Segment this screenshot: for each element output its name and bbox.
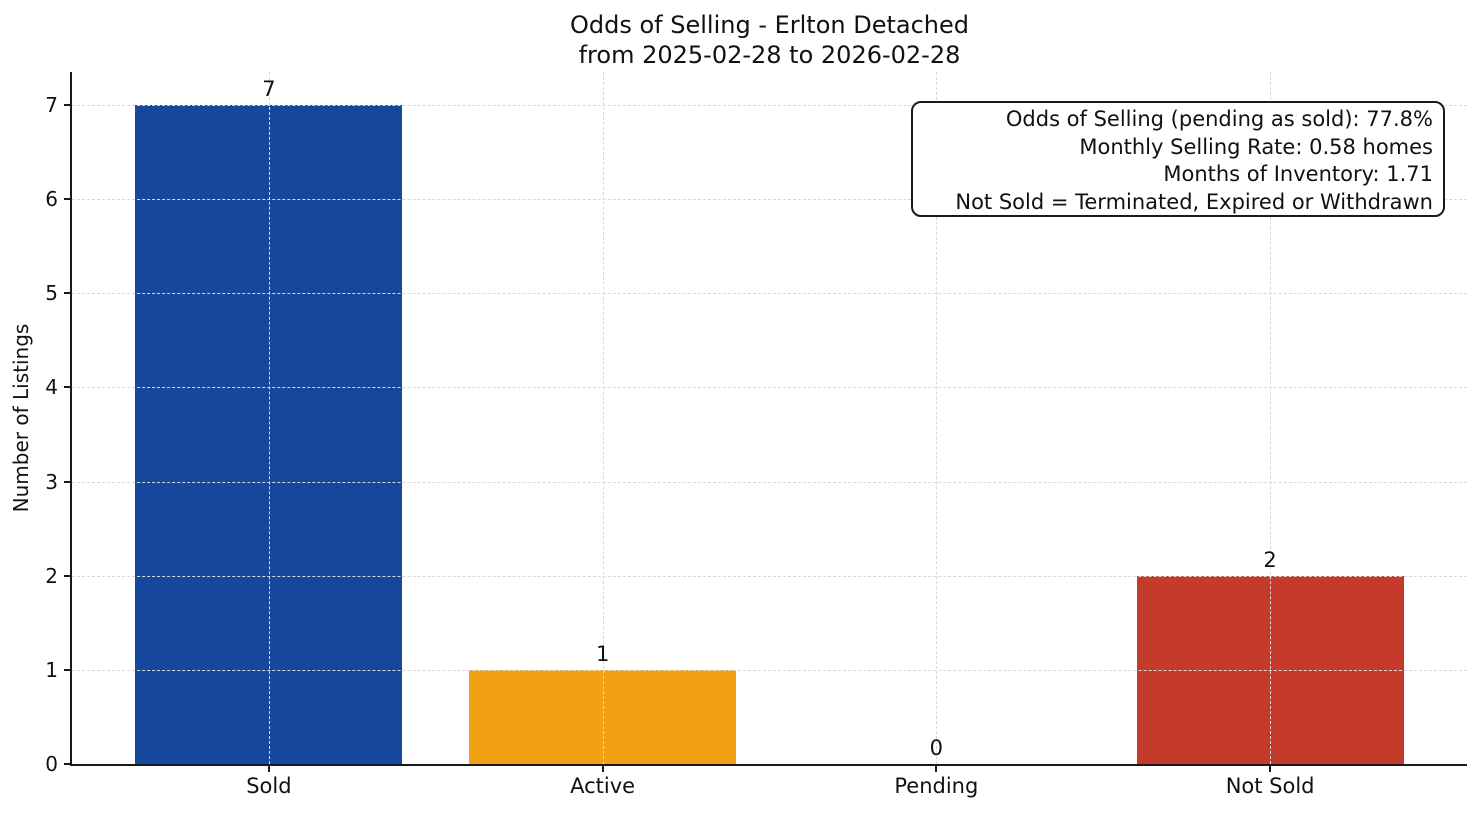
gridline-horizontal	[72, 669, 1467, 671]
y-tick-label: 7	[45, 92, 58, 117]
annotation-months-of-inventory: Months of Inventory: 1.71	[1163, 162, 1433, 186]
y-axis-spine	[70, 72, 72, 766]
x-axis-tick	[935, 764, 938, 772]
x-tick-label-pending: Pending	[894, 774, 979, 798]
gridline-horizontal	[72, 481, 1467, 483]
bar-value-label-active: 1	[595, 641, 610, 666]
bar-value-label-not-sold: 2	[1263, 547, 1277, 572]
x-tick-label-not-sold: Not Sold	[1225, 774, 1315, 798]
x-axis-tick	[267, 764, 270, 772]
y-tick-label: 5	[45, 281, 58, 306]
y-axis-tick	[64, 386, 72, 389]
chart-title: Odds of Selling - Erlton Detached	[569, 11, 970, 39]
y-axis-tick	[64, 480, 72, 483]
gridline-horizontal	[72, 575, 1467, 577]
annotation-not-sold-definition: Not Sold = Terminated, Expired or Withdr…	[955, 189, 1433, 214]
x-axis-tick	[601, 764, 604, 772]
gridline-horizontal	[72, 199, 1467, 201]
gridline-horizontal	[72, 293, 1467, 295]
y-axis-tick	[64, 574, 72, 577]
x-axis-spine	[70, 764, 1467, 766]
x-axis-tick	[1269, 764, 1272, 772]
gridline-horizontal	[72, 104, 1467, 106]
y-axis-tick	[64, 668, 72, 671]
gridline-vertical	[936, 72, 938, 764]
x-tick-label-active: Active	[570, 774, 636, 798]
chart-title-block: Odds of Selling - Erlton Detached from 2…	[72, 10, 1467, 70]
y-axis-tick	[64, 103, 72, 106]
annotation-box: Odds of Selling (pending as sold): 77.8%…	[911, 101, 1445, 217]
annotation-monthly-selling-rate: Monthly Selling Rate: 0.58 homes	[1079, 134, 1433, 159]
y-tick-label: 0	[45, 752, 58, 776]
annotation-odds-of-selling: Odds of Selling (pending as sold): 77.8%	[1005, 107, 1433, 131]
gridline-vertical	[268, 72, 270, 764]
y-axis-tick	[64, 198, 72, 201]
gridline-vertical	[602, 72, 604, 764]
y-axis-tick	[64, 292, 72, 295]
y-axis-tick	[64, 763, 72, 765]
bar-value-label-pending: 0	[929, 736, 944, 760]
gridline-vertical	[1270, 72, 1272, 764]
x-tick-label-sold: Sold	[246, 774, 292, 798]
y-tick-label: 6	[45, 187, 58, 212]
y-tick-label: 2	[45, 563, 58, 588]
gridline-horizontal	[72, 387, 1467, 389]
chart-subtitle: from 2025-02-28 to 2026-02-28	[578, 41, 961, 69]
y-tick-label: 1	[45, 657, 58, 682]
y-tick-label: 4	[45, 375, 58, 400]
bar-value-label-sold: 7	[262, 76, 276, 101]
plot-area: 7 1 0 2	[72, 72, 1467, 765]
y-tick-label: 3	[45, 469, 58, 494]
